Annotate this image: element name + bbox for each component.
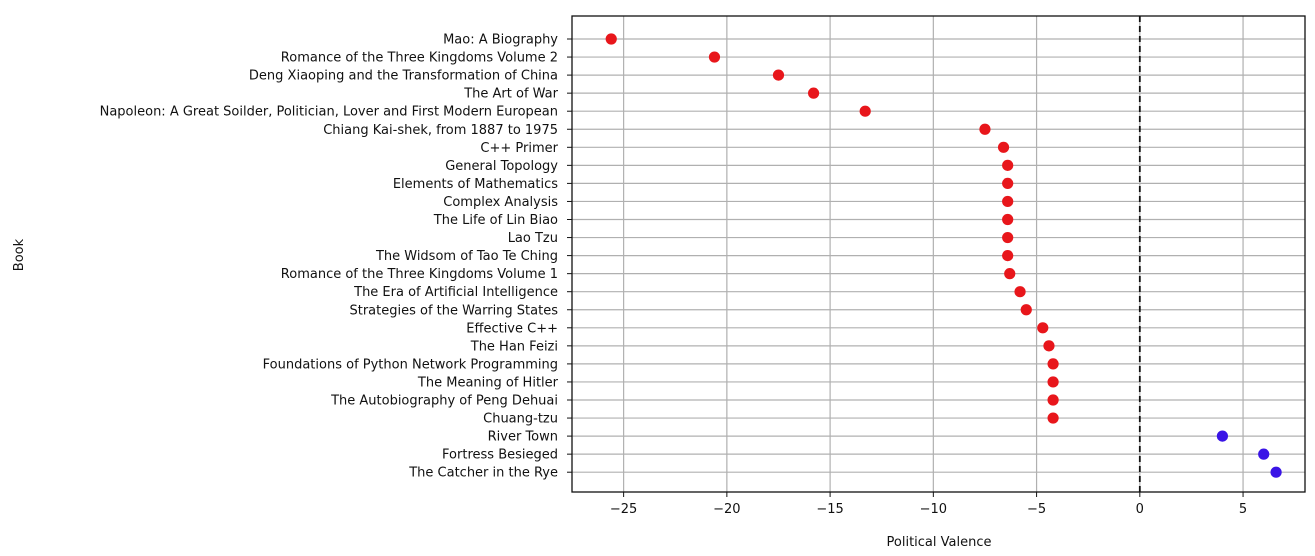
y-axis-label: Book	[12, 238, 27, 271]
data-point	[1002, 195, 1014, 208]
x-tick-label: −15	[816, 502, 843, 517]
y-tick-label: Napoleon: A Great Soilder, Politician, L…	[100, 105, 558, 120]
data-point	[772, 69, 785, 81]
y-tick-label: Romance of the Three Kingdoms Volume 1	[281, 267, 558, 282]
y-tick-label: Strategies of the Warring States	[349, 303, 558, 318]
y-tick-label: Romance of the Three Kingdoms Volume 2	[281, 51, 558, 66]
y-tick-label: The Widsom of Tao Te Ching	[375, 249, 558, 264]
y-tick-label: The Era of Artificial Intelligence	[353, 285, 558, 300]
y-tick-label: The Life of Lin Biao	[433, 213, 558, 228]
data-point	[859, 105, 871, 117]
data-point	[1047, 376, 1059, 388]
data-point	[605, 33, 617, 45]
y-tick-label: Complex Analysis	[443, 195, 558, 210]
y-tick-label: Deng Xiaoping and the Transformation of …	[249, 69, 558, 84]
data-point	[807, 87, 820, 99]
data-point	[1037, 322, 1049, 334]
plot-frame	[571, 15, 1306, 493]
y-tick-label: Chiang Kai-shek, from 1887 to 1975	[323, 123, 558, 138]
data-point	[1047, 412, 1059, 424]
data-point	[1047, 358, 1059, 370]
data-points	[605, 33, 1282, 478]
x-tick-label: −10	[920, 502, 947, 517]
y-tick-label: C++ Primer	[480, 141, 558, 156]
y-tick-label: Effective C++	[466, 321, 558, 336]
y-tick-label: General Topology	[445, 159, 558, 174]
data-point	[1270, 466, 1282, 478]
y-tick-label: Fortress Besieged	[442, 448, 558, 463]
data-point	[1043, 340, 1055, 352]
x-tick-label: 5	[1239, 502, 1247, 517]
data-point	[708, 51, 721, 63]
data-point	[997, 141, 1010, 153]
data-point	[1002, 159, 1014, 171]
x-tick-label: −5	[1027, 502, 1046, 517]
x-tick-label: 0	[1136, 502, 1144, 517]
y-tick-label: Foundations of Python Network Programmin…	[263, 357, 558, 372]
data-point	[1002, 177, 1014, 189]
y-tick-label: The Autobiography of Peng Dehuai	[330, 394, 558, 409]
data-point	[1216, 430, 1229, 442]
y-tick-label: The Catcher in the Rye	[408, 466, 558, 481]
x-tick-label: −25	[610, 502, 637, 517]
y-tick-label: The Han Feizi	[470, 339, 558, 354]
data-point	[1047, 394, 1059, 406]
y-tick-label: Chuang-tzu	[483, 412, 558, 427]
y-tick-label: The Art of War	[463, 87, 558, 102]
data-point	[1258, 448, 1270, 460]
x-axis-label: Political Valence	[887, 535, 992, 550]
data-point	[979, 123, 991, 135]
x-tick-labels: −25 −20 −15 −10 −5 0 5	[610, 492, 1247, 517]
data-point	[1014, 286, 1026, 298]
data-point	[1020, 304, 1032, 316]
data-point	[1002, 250, 1014, 262]
y-tick-label: Lao Tzu	[508, 231, 558, 246]
y-tick-label: The Meaning of Hitler	[417, 375, 559, 390]
data-point	[1002, 231, 1014, 244]
data-point	[1004, 268, 1016, 280]
y-tick-label: Mao: A Biography	[443, 33, 558, 48]
x-tick-label: −20	[713, 502, 740, 517]
grid-lines	[572, 16, 1305, 492]
y-tick-labels: Mao: A Biography Romance of the Three Kin…	[100, 33, 572, 481]
data-point	[1002, 213, 1014, 226]
y-tick-label: Elements of Mathematics	[393, 177, 558, 192]
y-tick-label: River Town	[488, 430, 558, 445]
